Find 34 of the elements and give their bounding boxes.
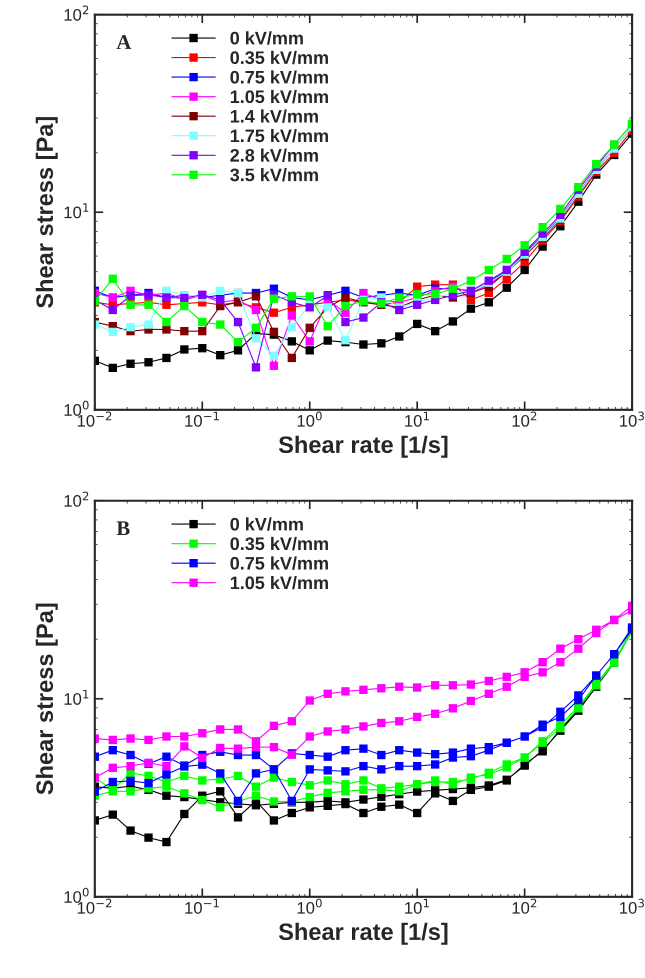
y-tick-label: 10$^{1}$ xyxy=(64,203,88,218)
x-tick-label: 10$^{1}$ xyxy=(405,898,429,914)
x-tick-label: 10$^{−1}$ xyxy=(185,898,219,914)
y-tick-label: 10$^{0}$ xyxy=(64,400,89,416)
legend-label: 0.35 kV/mm xyxy=(230,536,328,550)
legend-label: 1.05 kV/mm xyxy=(230,90,328,104)
y-tick-label: 10$^{2}$ xyxy=(64,6,88,21)
legend-label: 3.5 kV/mm xyxy=(230,168,318,182)
legend-label: 1.05 kV/mm xyxy=(230,576,328,590)
x-axis-title: Shear rate [1/s] xyxy=(278,922,448,945)
x-axis-title: Shear rate [1/s] xyxy=(278,436,448,458)
annotation: B xyxy=(116,521,130,536)
legend-label: 0.75 kV/mm xyxy=(230,556,328,570)
x-tick-label: 10$^{0}$ xyxy=(298,412,322,427)
x-tick-label: 10$^{2}$ xyxy=(512,412,536,427)
y-tick-label: 10$^{0}$ xyxy=(64,888,89,903)
legend-label: 0 kV/mm xyxy=(230,31,303,45)
legend-label: 1.75 kV/mm xyxy=(230,128,328,142)
x-tick-label: 10$^{2}$ xyxy=(512,898,536,914)
x-tick-label: 10$^{−1}$ xyxy=(185,412,219,427)
annotation: A xyxy=(116,35,132,49)
legend-label: 0 kV/mm xyxy=(230,517,303,531)
legend-label: 1.4 kV/mm xyxy=(230,109,318,123)
y-tick-label: 10$^{2}$ xyxy=(64,492,88,507)
x-tick-label: 10$^{3}$ xyxy=(620,898,644,914)
legend-label: 0.35 kV/mm xyxy=(230,50,328,64)
y-axis-title: Shear stress [Pa] xyxy=(36,604,58,795)
x-tick-label: 10$^{0}$ xyxy=(298,898,322,914)
x-tick-label: 10$^{3}$ xyxy=(620,412,644,427)
y-axis-title: Shear stress [Pa] xyxy=(36,117,58,308)
x-tick-label: 10$^{1}$ xyxy=(405,412,429,427)
legend-label: 0.75 kV/mm xyxy=(230,70,328,84)
y-tick-label: 10$^{1}$ xyxy=(64,690,88,705)
legend-label: 2.8 kV/mm xyxy=(230,148,318,162)
